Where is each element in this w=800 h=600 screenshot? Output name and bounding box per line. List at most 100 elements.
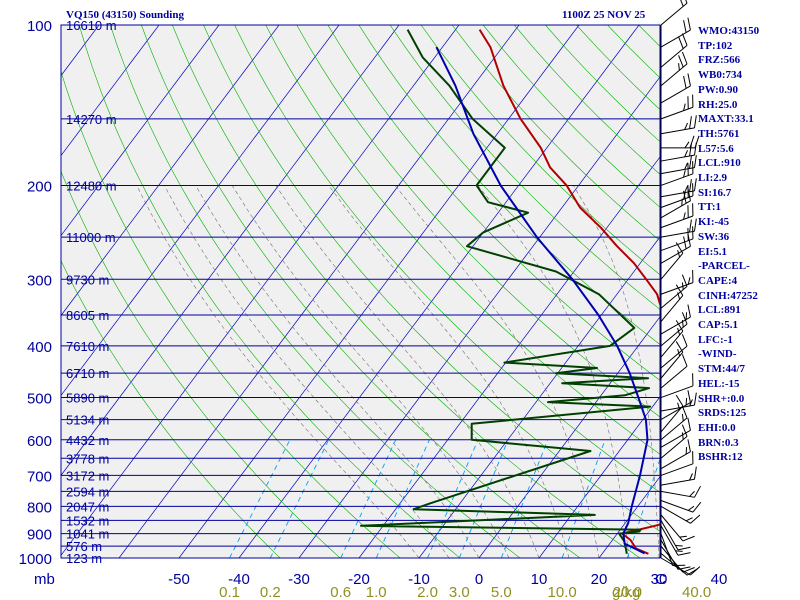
wind-barb-shaft [660,215,694,229]
height-label: 1532 m [66,513,109,528]
temperature-tick-label: 20 [591,571,608,588]
stat-item: -PARCEL- [698,260,750,273]
isotherm-line [538,396,660,558]
temperature-tick-label: 40 [711,571,728,588]
wind-barb-feather [681,51,688,65]
isotherm-line [61,25,400,476]
wind-barb-shaft [660,330,684,358]
wind-barb-shaft [660,405,684,433]
wind-barb-feather [681,33,688,46]
wind-barb-shaft [660,238,694,252]
height-label: 123 m [66,551,102,566]
plot-frame [60,24,661,559]
height-label: 5134 m [66,413,109,428]
wind-barb-feather [687,73,691,86]
isotherm-line [779,25,800,558]
stat-item: PW:0.90 [698,83,739,96]
mixing-ratio-tick-label: 1.0 [366,584,387,600]
pressure-unit-label: mb [34,571,55,588]
wind-barb-feather [687,439,691,452]
pressure-tick-label: 1000 [19,551,52,568]
height-label: 2594 m [66,484,109,499]
pressure-tick-label: 900 [27,527,52,544]
wind-barb [660,466,697,486]
wind-barb-feather [678,36,684,49]
wind-barb-feather [681,274,688,287]
mixing-ratio-line [561,439,606,558]
pressure-tick-label: 600 [27,433,52,450]
temperature-tick-label: -20 [348,571,370,588]
wind-barb-feather [684,162,688,170]
stat-item: LCL:910 [698,157,741,170]
wind-barb [660,373,694,399]
isotherm-line [118,25,520,558]
wind-barb-shaft [660,63,688,87]
wind-barb [660,304,691,335]
mixing-ratio-line [340,439,397,558]
stat-item: LCL:891 [698,304,741,317]
wind-barb-feather [687,17,691,31]
stat-item: TT:1 [698,201,722,214]
wind-barb [660,73,691,104]
wind-barb [660,274,688,309]
wind-barb-feather [684,185,688,193]
stat-item: L57:5.6 [698,142,734,155]
height-label: 11000 m [66,230,116,245]
height-label: 3778 m [66,451,109,466]
mixing-ratio-unit-label: g/kg [612,584,640,600]
wind-barb-feather [694,485,701,498]
isotherm-line [358,156,660,558]
wind-barb-shaft [660,351,684,379]
dry-adiabat-line [420,25,660,276]
temperature-tick-label: -50 [168,571,190,588]
wind-barb-feather [683,103,686,111]
wind-barb-feather [689,473,693,481]
mixing-ratio-line [458,439,509,558]
wind-barb-feather [690,514,701,524]
dry-adiabat-line [61,260,281,558]
height-label: 4432 m [66,433,109,448]
height-label: 8605 m [66,308,109,323]
wind-barb-feather [681,413,684,422]
wind-barb [660,557,701,576]
stat-item: RH:25.0 [698,98,738,111]
pressure-tick-label: 800 [27,499,52,516]
stat-item: WB0:734 [698,69,742,82]
mixing-ratio-tick-label: 3.0 [449,584,470,600]
wind-barb [660,525,691,556]
parcel-path [435,46,649,555]
wind-barb-feather [681,424,688,437]
wind-barb [660,155,697,175]
wind-barb-shaft [660,190,695,198]
stat-item: SHR+:0.0 [698,392,745,405]
pressure-tick-label: 400 [27,339,52,356]
dry-adiabat-line [327,25,660,381]
sounding-time: 1100Z 25 NOV 25 [562,9,646,21]
wind-barb [660,533,686,567]
wind-barb-shaft [660,490,695,498]
temperature-tick-label: -30 [288,571,310,588]
isotherm-line [61,25,340,397]
pressure-tick-label: 500 [27,391,52,408]
wind-barb-feather [687,390,691,403]
wind-barb-shaft [660,525,679,556]
wind-barb-shaft [660,200,691,219]
temperature-tick-label: -40 [228,571,250,588]
isotherm-line [61,25,220,237]
wind-barb [660,505,701,524]
wind-barb-shaft [660,323,688,347]
wind-barb-feather [679,535,687,538]
wind-barb-feather [683,20,687,33]
wind-barb-feather [681,432,684,440]
height-label: 9730 m [66,272,109,287]
isotherm-line [418,236,660,558]
dry-adiabat-line [141,25,581,558]
wind-barb-shaft [660,282,694,295]
wind-barb-feather [685,517,693,522]
wind-barb-feather [677,566,691,570]
mixing-ratio-tick-label: 40.0 [682,584,711,600]
wind-barb-feather [685,0,688,4]
wind-barb-feather [683,75,687,89]
wind-barb-feather [689,135,695,148]
wind-barb-shaft [660,195,694,208]
